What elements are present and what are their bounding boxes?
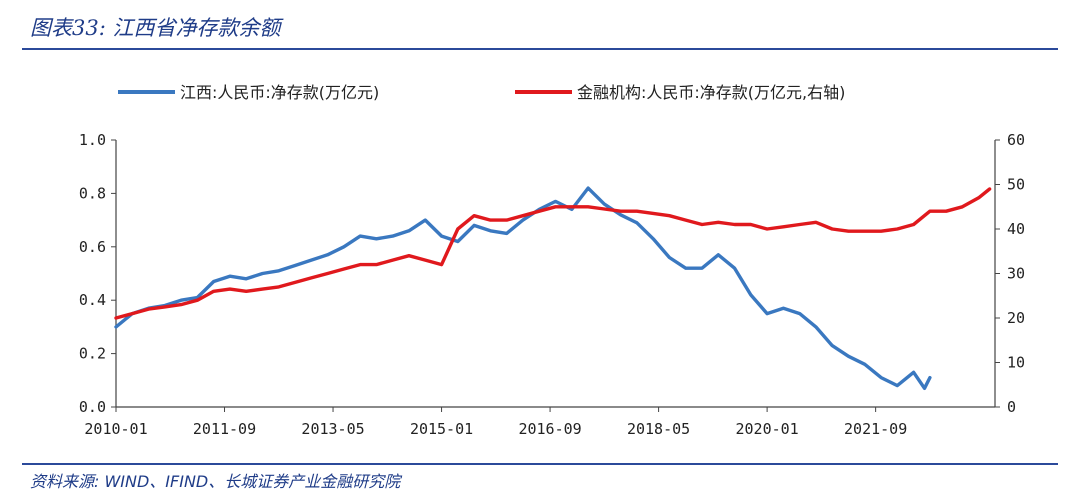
figure-title: 图表33: 江西省净存款余额 [30,16,281,40]
y-right-tick-label: 50 [1007,176,1025,194]
x-tick-label: 2021-09 [844,420,907,438]
x-tick-label: 2013-05 [301,420,364,438]
line-chart: 江西:人民币:净存款(万亿元) 金融机构:人民币:净存款(万亿元,右轴) 0.0… [79,83,1025,438]
x-tick-label: 2018-05 [627,420,690,438]
title-rule [22,48,1058,50]
series-lines [114,186,992,390]
source-rule [22,463,1058,465]
x-tick-label: 2016-09 [518,420,581,438]
series-line-national [114,187,992,320]
legend-label-jiangxi: 江西:人民币:净存款(万亿元) [180,83,379,102]
legend-label-national: 金融机构:人民币:净存款(万亿元,右轴) [577,83,845,102]
y-right-tick-label: 60 [1007,131,1025,149]
y-right-tick-label: 10 [1007,354,1025,372]
x-tick-label: 2015-01 [410,420,473,438]
x-tick-label: 2010-01 [84,420,147,438]
y-left-tick-label: 0.8 [79,184,106,202]
y-left-tick-label: 0.4 [79,291,106,309]
x-tick-label: 2020-01 [736,420,799,438]
series-line-jiangxi [114,186,932,390]
y-right-tick-label: 20 [1007,309,1025,327]
axes: 0.0 0.2 0.4 0.6 0.8 1.0 0 10 20 30 40 50 60 2010-01 20… [79,131,1025,438]
y-right-tick-label: 30 [1007,265,1025,283]
source-note: 资料来源: WIND、IFIND、长城证券产业金融研究院 [30,472,401,491]
y-left-tick-label: 0.2 [79,345,106,363]
y-left-tick-label: 1.0 [79,131,106,149]
y-left-tick-label: 0.6 [79,238,106,256]
y-right-tick-label: 40 [1007,220,1025,238]
y-left-tick-label: 0.0 [79,398,106,416]
legend: 江西:人民币:净存款(万亿元) 金融机构:人民币:净存款(万亿元,右轴) [118,83,845,102]
y-right-tick-label: 0 [1007,398,1016,416]
x-tick-label: 2011-09 [193,420,256,438]
